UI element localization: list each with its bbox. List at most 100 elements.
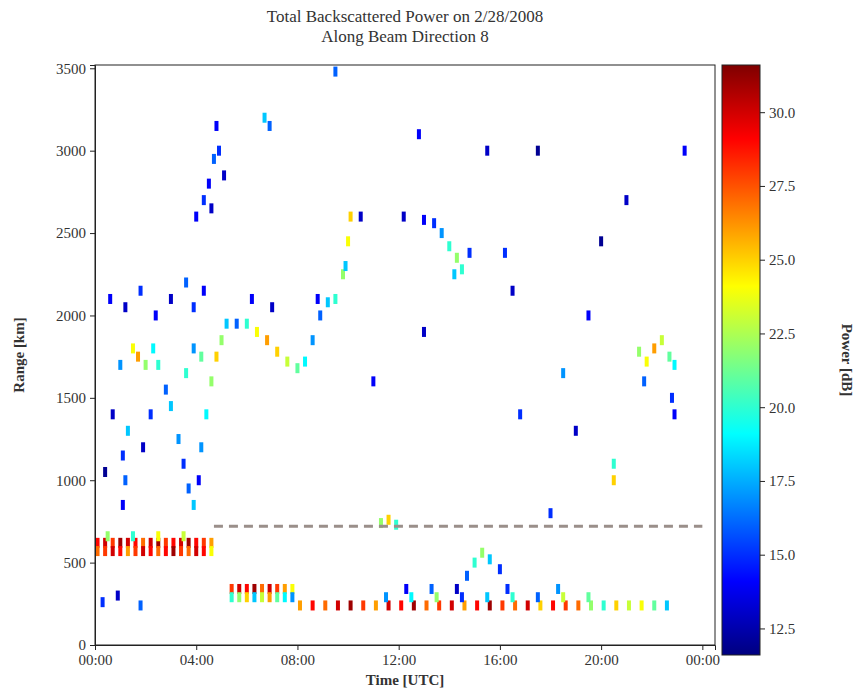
- power-cell: [207, 179, 211, 189]
- power-cell: [336, 600, 340, 610]
- power-cell: [387, 515, 391, 525]
- power-cell: [673, 409, 677, 419]
- tick-label: 08:00: [281, 652, 315, 668]
- power-cell: [202, 286, 206, 296]
- power-cell: [209, 203, 213, 213]
- power-cell: [485, 146, 489, 156]
- power-cell: [485, 592, 489, 602]
- power-cell: [141, 442, 145, 452]
- tick: 20.0: [760, 400, 795, 416]
- power-cell: [518, 409, 522, 419]
- tick-label: 16:00: [483, 652, 517, 668]
- power-cell: [425, 600, 429, 610]
- power-cell: [230, 592, 234, 602]
- tick-mark: [760, 260, 765, 261]
- power-cell: [268, 592, 272, 602]
- power-cell: [460, 264, 464, 274]
- power-cell: [349, 212, 353, 222]
- tick-mark: [601, 645, 602, 650]
- tick-mark: [90, 480, 95, 481]
- axis-line: [96, 646, 716, 651]
- power-cell: [268, 121, 272, 131]
- power-cell: [612, 475, 616, 485]
- tick-label: 27.5: [769, 178, 795, 194]
- power-cell: [586, 592, 590, 602]
- power-cell: [455, 253, 459, 263]
- power-cell: [133, 546, 137, 556]
- power-cell: [177, 434, 181, 444]
- power-cell: [652, 343, 656, 353]
- power-cell: [344, 261, 348, 271]
- tick: 3000: [56, 143, 95, 159]
- power-cell: [602, 600, 606, 610]
- tick-mark: [760, 555, 765, 556]
- power-cell: [475, 600, 479, 610]
- power-cell: [139, 600, 143, 610]
- tick-label: 15.0: [769, 547, 795, 563]
- y-axis-title: Range [km]: [11, 317, 27, 392]
- power-cell: [225, 319, 229, 329]
- power-cell: [285, 357, 289, 367]
- power-cell: [298, 600, 302, 610]
- power-cell: [199, 442, 203, 452]
- power-cell: [452, 269, 456, 279]
- power-cell: [402, 212, 406, 222]
- power-cell: [303, 357, 307, 367]
- power-cell: [149, 546, 153, 556]
- power-cell: [556, 584, 560, 594]
- power-cell: [164, 546, 168, 556]
- power-cell: [187, 483, 191, 493]
- power-cell: [432, 218, 436, 228]
- power-cell: [169, 294, 173, 304]
- power-cell: [511, 286, 515, 296]
- tick-mark: [90, 645, 95, 646]
- power-cell: [473, 558, 477, 568]
- power-cell: [121, 500, 125, 510]
- tick-mark: [90, 233, 95, 234]
- power-cell: [126, 426, 130, 436]
- tick-mark: [760, 407, 765, 408]
- colorbar: [722, 65, 760, 655]
- power-cell: [202, 195, 206, 205]
- power-cell: [637, 347, 641, 357]
- tick-label: 12.5: [769, 621, 795, 637]
- chart: 00:0004:0008:0012:0016:0020:0000:0005001…: [0, 0, 861, 693]
- tick: 00:00: [686, 645, 720, 668]
- tick-label: 0: [79, 637, 87, 653]
- power-cell: [202, 546, 206, 556]
- colorbar-axis: 12.515.017.520.022.525.027.530.0: [760, 66, 795, 656]
- title: Total Backscattered Power on 2/28/2008: [267, 7, 543, 26]
- tick: 27.5: [760, 178, 795, 194]
- power-cell: [156, 360, 160, 370]
- tick: 15.0: [760, 547, 795, 563]
- tick: 3500: [56, 61, 95, 77]
- power-cell: [394, 520, 398, 530]
- power-cell: [311, 335, 315, 345]
- tick-mark: [399, 645, 400, 650]
- power-cell: [131, 531, 135, 541]
- tick-mark: [760, 333, 765, 334]
- power-cell: [468, 248, 472, 258]
- power-cell: [118, 360, 122, 370]
- power-cell: [290, 592, 294, 602]
- tick-label: 04:00: [180, 652, 214, 668]
- power-cell: [316, 294, 320, 304]
- tick-label: 3000: [56, 143, 86, 159]
- power-cell: [103, 546, 107, 556]
- power-cell: [209, 546, 213, 556]
- tick-label: 30.0: [769, 105, 795, 121]
- power-cell: [667, 352, 671, 362]
- tick-label: 22.5: [769, 326, 795, 342]
- tick-label: 2000: [56, 308, 86, 324]
- power-cell: [561, 368, 565, 378]
- power-cell: [561, 592, 565, 602]
- tick: 17.5: [760, 473, 795, 489]
- power-cell: [612, 459, 616, 469]
- power-cell: [252, 592, 256, 602]
- power-cell: [214, 121, 218, 131]
- power-cell: [318, 310, 322, 320]
- tick-mark: [760, 628, 765, 629]
- power-cell: [149, 409, 153, 419]
- tick-label: 12:00: [382, 652, 416, 668]
- power-cell: [184, 368, 188, 378]
